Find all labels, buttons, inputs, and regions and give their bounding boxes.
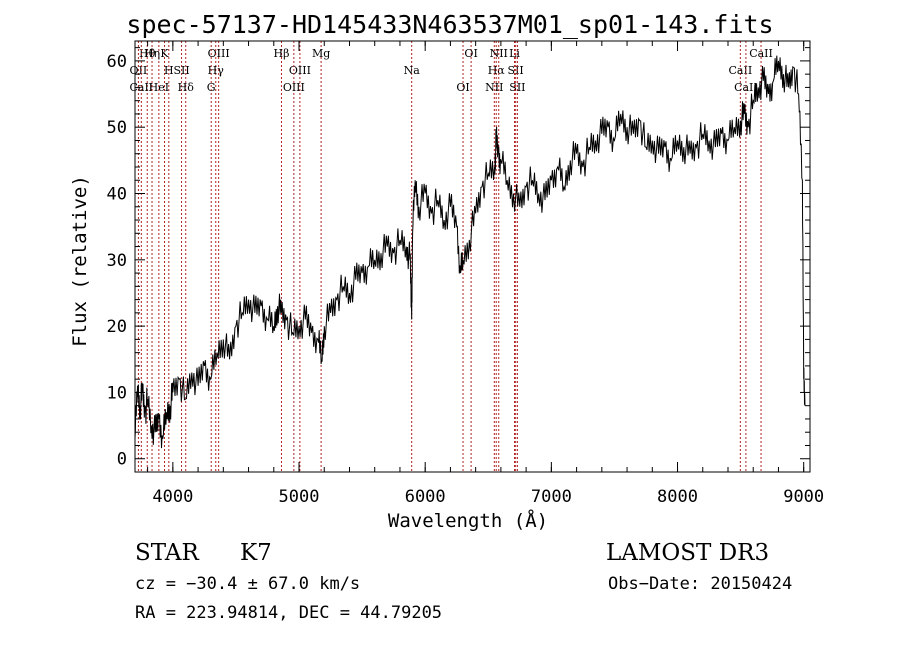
x-tick-label: 7000 <box>531 487 572 507</box>
line-marker-label: OI <box>464 47 477 60</box>
sky-coordinates: RA = 223.94814, DEC = 44.79205 <box>135 603 443 623</box>
line-marker-label: K <box>160 47 169 60</box>
survey-label: LAMOST DR3 <box>606 540 770 566</box>
line-marker-label: CaII <box>729 64 753 77</box>
line-marker-label: Li <box>509 47 520 60</box>
line-marker-label: NII <box>490 47 508 60</box>
x-tick-label: 6000 <box>405 487 446 507</box>
redshift-cz: cz = −30.4 ± 67.0 km/s <box>135 574 361 594</box>
line-marker-label: Mg <box>312 47 330 60</box>
observation-date: Obs−Date: 20150424 <box>608 574 793 594</box>
spectral-subclass: K7 <box>240 540 272 566</box>
plot-frame <box>134 40 811 473</box>
line-marker-label: OIII <box>208 47 230 60</box>
line-marker-label: OII <box>130 64 148 77</box>
line-marker-label: CaII <box>734 81 758 94</box>
y-tick-label: 30 <box>107 251 127 271</box>
y-tick-label: 0 <box>117 450 127 470</box>
line-marker-label: Hη <box>144 47 160 60</box>
y-tick-label: 20 <box>107 317 127 337</box>
object-type: STAR <box>135 540 199 566</box>
x-tick-label: 8000 <box>657 487 698 507</box>
spectrum-line <box>134 55 806 449</box>
line-marker-label: CaII <box>749 47 773 60</box>
line-marker-label: Na <box>404 64 421 77</box>
y-tick-label: 60 <box>107 52 127 72</box>
x-tick-label: 5000 <box>279 487 320 507</box>
line-marker-label: OIII <box>289 64 311 77</box>
line-marker-label: NII <box>485 81 503 94</box>
y-tick-label: 10 <box>107 383 127 403</box>
chart-title: spec-57137-HD145433N463537M01_sp01-143.f… <box>126 10 774 39</box>
x-tick-label: 9000 <box>783 487 824 507</box>
line-marker-label: Hβ <box>274 47 290 60</box>
y-tick-label: 50 <box>107 118 127 138</box>
line-marker-label: G <box>207 81 216 94</box>
line-marker-label: SII <box>509 81 525 94</box>
line-marker-label: Hα <box>488 64 506 77</box>
line-marker-label: Hδ <box>178 81 195 94</box>
line-marker-label: OI <box>456 81 469 94</box>
x-tick-label: 4000 <box>152 487 193 507</box>
line-marker-label: H <box>164 64 174 77</box>
y-tick-label: 40 <box>107 185 127 205</box>
line-marker-label: Hγ <box>208 64 225 77</box>
line-marker-label: SII <box>508 64 524 77</box>
line-marker-label: HeI <box>149 81 169 94</box>
line-marker-label: OIII <box>283 81 305 94</box>
x-axis-label: Wavelength (Å) <box>387 510 549 532</box>
line-marker-label: SII <box>173 64 189 77</box>
